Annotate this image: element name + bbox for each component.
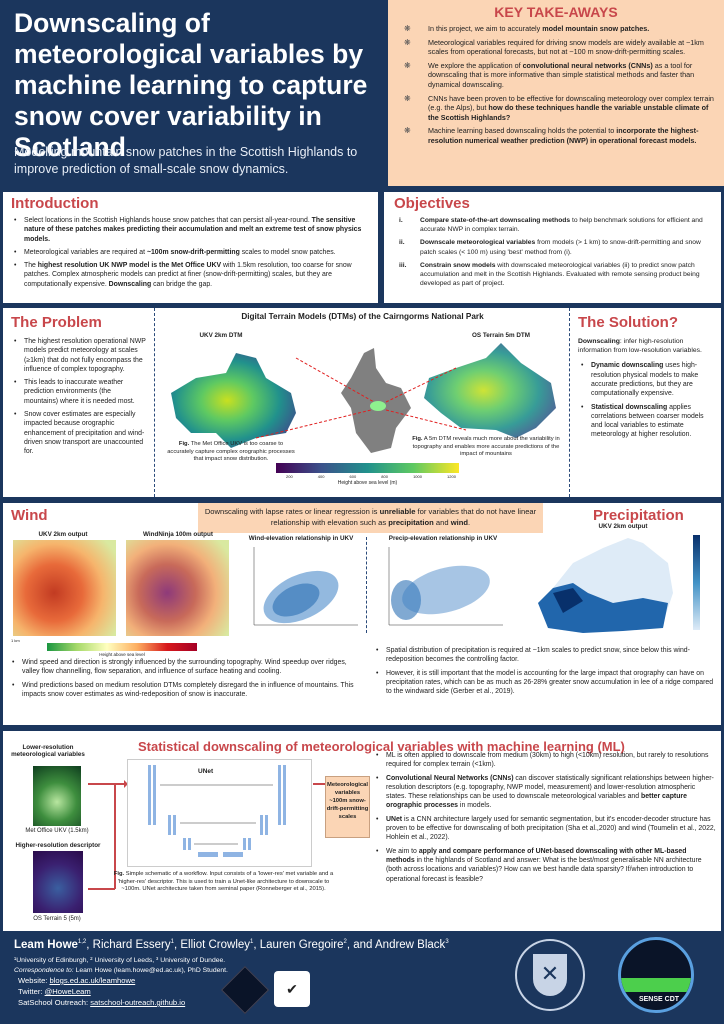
dtm-maps-image [171,343,556,453]
os-terrain-image [33,851,83,913]
ml-item: Convolutional Neural Networks (CNNs) can… [373,774,716,811]
takeaway-item: ❋ In this project, we aim to accurately m… [404,24,650,33]
intro-item: Select locations in the Scottish Highlan… [11,216,370,244]
takeaway-item: ❋ We explore the application of convoluti… [404,60,695,89]
problem-item: This leads to inaccurate weather predict… [11,378,146,406]
poster-title: Downscaling of meteorological variables … [14,8,368,162]
wind-elevation-scatter [253,547,358,626]
precip-bullets: Spatial distribution of precipitation is… [373,646,718,700]
precip-map [538,538,673,633]
introduction-section: Introduction Select locations in the Sco… [3,192,378,303]
windninja-map-label: WindNinja 100m output [143,531,213,538]
wind-elevation-colorbar [47,643,197,651]
sense-cdt-logo: SENSE CDT [618,937,694,1013]
precip-colorbar [693,535,700,630]
precip-item: However, it is still important that the … [373,669,718,697]
scale-bar: 1 km [11,638,20,643]
takeaway-item: ❋ CNNs have been proven to be effective f… [404,93,714,122]
precip-map-label: UKV 2km output [598,523,648,530]
divider [366,537,367,633]
university-of-edinburgh-logo: ✕ [515,939,585,1011]
wind-colorbar-label: Height above sea level [99,652,145,657]
poster-subtitle: Modelling mountain snow patches in the S… [14,145,358,176]
problem-heading: The Problem [11,314,102,331]
objective-item: ii. Downscale meteorological variables fr… [399,239,701,256]
ukv-dtm-caption: Fig. The Met Office UKV is too coarse to… [167,441,295,463]
colorbar-label: Height above sea level (m) [337,480,398,486]
author-list: Leam Howe1,2, Richard Essery1, Elliot Cr… [14,939,449,951]
windninja-wind-map [126,540,229,636]
satschool-link[interactable]: satschool-outreach.github.io [90,998,186,1007]
bullet-icon: ❋ [404,93,411,103]
elevation-colorbar [276,463,459,473]
solution-item: Dynamic downscaling uses high-resolution… [578,361,713,398]
solution-intro: Downscaling: infer high-resolution infor… [578,338,702,355]
footer: Leam Howe1,2, Richard Essery1, Elliot Cr… [0,931,724,1024]
input-arrows [88,780,128,890]
wind-item: Wind predictions based on medium resolut… [9,681,364,700]
takeaway-item: ❋ Machine learning based downscaling hold… [404,126,699,145]
ukv-input-caption: Met Office UKV (1.5km) [25,828,89,834]
problem-item: The highest resolution operational NWP m… [11,337,146,374]
bullet-icon: ❋ [404,24,411,33]
key-takeaways-heading: KEY TAKE-AWAYS [494,4,618,20]
intro-item: The highest resolution UK NWP model is t… [11,261,370,289]
objectives-heading: Objectives [394,195,470,212]
os-terrain-caption: OS Terrain 5 (5m) [33,916,81,922]
precip-item: Spatial distribution of precipitation is… [373,646,718,665]
colorbar-ticks: 200 400 600 800 1000 1200 [286,474,456,479]
ukv-dtm-label: UKV 2km DTM [199,332,243,339]
solution-section: The Solution? Downscaling: infer high-re… [569,308,721,497]
bullet-icon: ❋ [404,60,411,70]
ukv-input-image [33,766,81,826]
introduction-heading: Introduction [11,195,99,212]
wind-item: Wind speed and direction is strongly inf… [9,658,364,677]
problem-section: The Problem The highest resolution opera… [3,308,155,497]
ukv-wind-map-label: UKV 2km output [38,531,88,538]
low-res-label: Lower-resolution meteorological variable… [11,744,85,758]
output-variables-box: Meteorological variables ~100m snow-drif… [325,776,370,838]
key-takeaways-panel: KEY TAKE-AWAYS ❋ In this project, we aim … [388,0,724,186]
contact-links: Website: blogs.ed.ac.uk/leamhowe Twitter… [18,976,186,1007]
ml-item: ML is often applied to downscale from me… [373,751,716,770]
objective-item: i. Compare state-of-the-art downscaling m… [399,217,703,234]
solution-heading: The Solution? [578,314,678,331]
wind-scatter-title: Wind-elevation relationship in UKV [248,535,354,542]
ml-item: UNet is a CNN architecture largely used … [373,815,716,843]
dtm-figure: Digital Terrain Models (DTMs) of the Cai… [156,308,569,497]
ml-section: Statistical downscaling of meteorologica… [3,731,721,931]
takeaway-item: ❋ Meteorological variables required for d… [404,37,704,57]
bullet-icon: ❋ [404,37,411,47]
unet-architecture [148,765,286,857]
os-dtm-caption: Fig. A 5m DTM reveals much more about th… [412,436,560,458]
precipitation-heading: Precipitation [593,507,684,524]
problem-item: Snow cover estimates are especially impa… [11,410,146,456]
wind-precip-band: Downscaling with lapse rates or linear r… [3,503,721,725]
qr-code[interactable]: ✔ [274,971,310,1007]
objectives-section: Objectives i. Compare state-of-the-art do… [384,192,721,303]
ukv-wind-map [13,540,116,636]
dtm-title: Digital Terrain Models (DTMs) of the Cai… [241,312,484,321]
high-res-label: Higher-resolution descriptor [15,842,101,849]
wind-bullets: Wind speed and direction is strongly inf… [9,658,364,703]
precip-elevation-scatter [388,547,503,626]
ml-bullets: ML is often applied to downscale from me… [373,751,716,888]
wind-heading: Wind [11,507,48,524]
intro-item: Meteorological variables are required at… [11,248,370,258]
ml-item: We aim to apply and compare performance … [373,847,716,884]
solution-item: Statistical downscaling applies correlat… [578,403,713,440]
os-dtm-label: OS Terrain 5m DTM [472,332,530,339]
problem-solution-band: The Problem The highest resolution opera… [3,308,721,497]
workflow-caption: Fig. Simple schematic of a workflow. Inp… [113,871,334,893]
satschool-logo [220,965,270,1015]
precip-scatter-title: Precip-elevation relationship in UKV [388,535,498,542]
website-link[interactable]: blogs.ed.ac.uk/leamhowe [49,976,136,985]
bullet-icon: ❋ [404,126,411,136]
linear-regression-banner: Downscaling with lapse rates or linear r… [198,503,543,533]
twitter-link[interactable]: @HoweLeam [44,987,91,996]
affiliations: ¹University of Edinburgh, ² University o… [14,957,228,974]
unet-diagram: UNet [127,759,312,867]
objective-item: iii. Constrain snow models with downscale… [399,261,700,288]
